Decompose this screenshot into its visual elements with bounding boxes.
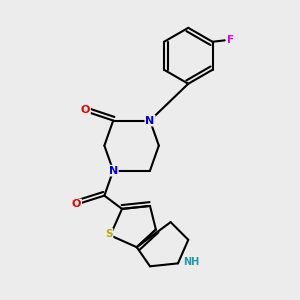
Text: S: S	[105, 229, 112, 239]
Text: N: N	[109, 166, 118, 176]
Text: N: N	[146, 116, 154, 126]
Text: O: O	[80, 105, 90, 115]
Text: F: F	[226, 35, 234, 45]
Text: O: O	[72, 200, 81, 209]
Text: NH: NH	[183, 257, 199, 267]
